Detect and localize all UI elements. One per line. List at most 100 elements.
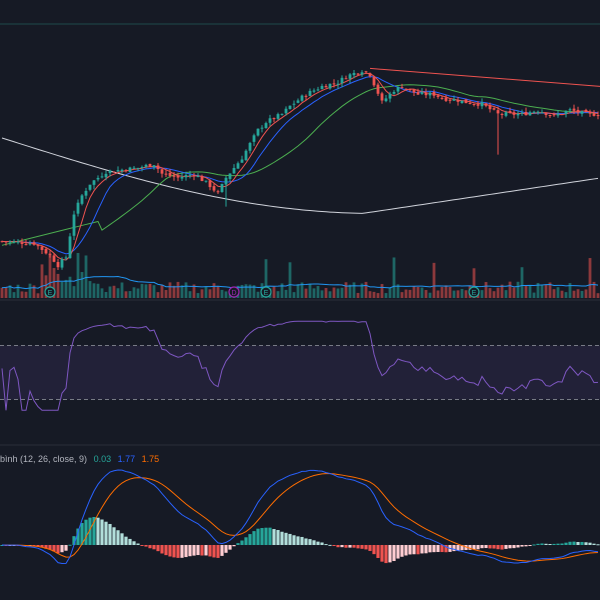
volume-bar bbox=[528, 285, 532, 298]
volume-bar bbox=[548, 282, 552, 298]
macd-signal-value: 1.75 bbox=[141, 454, 160, 464]
candle bbox=[416, 88, 420, 95]
candle bbox=[312, 88, 316, 94]
candle bbox=[584, 108, 588, 113]
candle bbox=[204, 180, 208, 183]
candle bbox=[112, 171, 116, 173]
macd-histogram-bar bbox=[388, 545, 392, 563]
candle-body bbox=[8, 241, 12, 243]
macd-histogram-bar bbox=[260, 528, 264, 545]
candle-body bbox=[172, 175, 176, 177]
price-panel[interactable] bbox=[0, 67, 600, 270]
candle-body bbox=[180, 177, 184, 179]
macd-histogram-bar bbox=[384, 545, 388, 564]
macd-histogram-bar bbox=[244, 537, 248, 545]
candle-body bbox=[564, 111, 568, 114]
candle bbox=[84, 187, 88, 199]
candle bbox=[0, 240, 4, 243]
candle bbox=[272, 117, 276, 123]
macd-histogram-bar bbox=[188, 545, 192, 557]
candle-body bbox=[176, 175, 180, 178]
rsi-panel[interactable] bbox=[0, 320, 600, 411]
candle-body bbox=[412, 89, 416, 93]
volume-bar bbox=[28, 283, 32, 298]
candle-body bbox=[4, 241, 8, 243]
candle-body bbox=[188, 174, 192, 176]
candle bbox=[332, 79, 336, 88]
volume-bar bbox=[568, 283, 572, 298]
macd-histogram-bar bbox=[344, 545, 348, 548]
candle bbox=[340, 75, 344, 88]
volume-bar bbox=[572, 290, 576, 298]
candle-body bbox=[204, 180, 208, 182]
candle-body bbox=[216, 191, 220, 193]
candle bbox=[196, 173, 200, 178]
candle bbox=[176, 172, 180, 182]
macd-histogram-bar bbox=[312, 540, 316, 545]
candle-body bbox=[336, 83, 340, 85]
volume-bar bbox=[168, 282, 172, 298]
macd-histogram-bar bbox=[60, 545, 64, 553]
macd-histogram-bar bbox=[352, 545, 356, 548]
volume-bar bbox=[380, 284, 384, 298]
macd-histogram-bar bbox=[500, 545, 504, 550]
volume-bar bbox=[164, 290, 168, 298]
volume-bar bbox=[416, 286, 420, 298]
macd-panel[interactable] bbox=[0, 469, 600, 564]
volume-bar bbox=[328, 291, 332, 298]
macd-histogram-bar bbox=[116, 530, 120, 545]
macd-histogram-bar bbox=[252, 531, 256, 545]
candle bbox=[468, 100, 472, 105]
candle-body bbox=[536, 111, 540, 113]
macd-histogram-bar bbox=[156, 545, 160, 552]
macd-histogram-bar bbox=[304, 538, 308, 545]
candle bbox=[248, 141, 252, 154]
candle-body bbox=[192, 175, 196, 177]
macd-histogram-bar bbox=[532, 544, 536, 546]
candle bbox=[168, 169, 172, 178]
candle-body bbox=[296, 100, 300, 103]
candle bbox=[376, 82, 380, 97]
macd-histogram-bar bbox=[44, 545, 48, 549]
volume-bar bbox=[308, 283, 312, 298]
candle-body bbox=[232, 168, 236, 174]
candle bbox=[428, 90, 432, 99]
candle-body bbox=[268, 118, 272, 123]
candle bbox=[356, 73, 360, 76]
macd-histogram-bar bbox=[284, 532, 288, 545]
macd-histogram-bar bbox=[172, 545, 176, 558]
candle bbox=[56, 259, 60, 270]
volume-bar bbox=[592, 281, 596, 298]
candle-body bbox=[52, 255, 56, 262]
candle-body bbox=[568, 109, 572, 111]
candle-body bbox=[548, 114, 552, 116]
candle bbox=[192, 173, 196, 181]
macd-histogram-bar bbox=[300, 536, 304, 545]
macd-histogram-bar bbox=[520, 545, 524, 547]
volume-bar bbox=[408, 289, 412, 298]
candle-body bbox=[504, 112, 508, 116]
macd-histogram-bar bbox=[528, 545, 532, 546]
volume-bar bbox=[68, 276, 72, 298]
macd-histogram-bar bbox=[192, 545, 196, 556]
candle-body bbox=[376, 84, 380, 94]
candle bbox=[592, 110, 596, 117]
macd-histogram-bar bbox=[72, 536, 76, 545]
candle bbox=[440, 95, 444, 100]
volume-bar bbox=[272, 286, 276, 298]
candle-body bbox=[24, 244, 28, 246]
candle-body bbox=[520, 112, 524, 114]
candle bbox=[164, 169, 168, 178]
candle bbox=[244, 149, 248, 162]
candle-body bbox=[424, 92, 428, 96]
candle-body bbox=[592, 113, 596, 116]
volume-bar bbox=[128, 291, 132, 298]
candle-body bbox=[464, 99, 468, 104]
candle-body bbox=[264, 123, 268, 129]
candle bbox=[392, 90, 396, 95]
volume-bar bbox=[256, 291, 260, 298]
volume-bar bbox=[156, 292, 160, 298]
volume-bar bbox=[196, 293, 200, 298]
candle-body bbox=[260, 127, 264, 129]
